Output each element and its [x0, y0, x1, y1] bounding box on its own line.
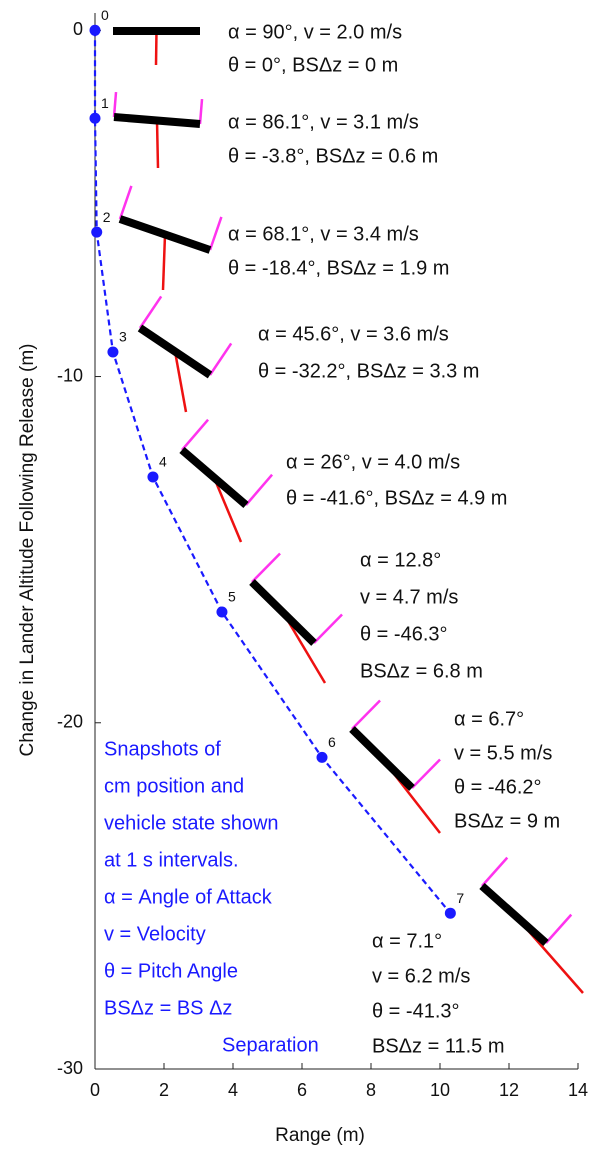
state-annotation: θ = -46.2° [454, 776, 542, 798]
y-tick-label: -10 [57, 365, 83, 385]
x-axis-label: Range (m) [275, 1125, 365, 1146]
legend-note: vehicle state shown [104, 812, 279, 834]
x-tick-label: 6 [297, 1080, 307, 1100]
lander-body [118, 215, 212, 254]
cm-point [216, 606, 228, 618]
state-annotation: α = 6.7° [454, 708, 524, 730]
trajectory-line [93, 30, 452, 914]
y-tick-label: -20 [57, 712, 83, 732]
state-annotation: θ = -41.3° [372, 1000, 460, 1022]
state-annotation: v = 6.2 m/s [372, 965, 470, 987]
state-annotation: α = 86.1°, v = 3.1 m/s [228, 111, 419, 133]
point-label: 0 [101, 7, 109, 23]
y-tick-label: -30 [57, 1058, 83, 1078]
x-tick-label: 14 [568, 1080, 588, 1100]
legend-note: cm position and [104, 775, 244, 797]
point-label: 6 [328, 734, 336, 750]
lander-body [113, 113, 201, 128]
lander-leg [181, 418, 210, 451]
point-label: 5 [228, 589, 236, 605]
cm-point [316, 751, 328, 763]
state-annotation: α = 12.8° [360, 549, 441, 571]
state-annotation: θ = -41.6°, BSΔz = 4.9 m [286, 487, 507, 509]
state-annotation: BSΔz = 9 m [454, 810, 560, 832]
velocity-vector [161, 234, 167, 291]
legend-note: v = Velocity [104, 923, 206, 945]
lander-leg [208, 342, 233, 376]
lander-leg [313, 613, 343, 644]
state-annotation: v = 5.5 m/s [454, 742, 552, 764]
cm-point [89, 112, 101, 124]
legend-note: Separation [222, 1034, 319, 1056]
lander-leg [351, 699, 381, 730]
x-tick-label: 0 [90, 1080, 100, 1100]
legend-note: α = Angle of Attack [104, 886, 273, 908]
cm-point [91, 226, 103, 238]
y-axis-label: Change in Lander Altitude Following Rele… [17, 344, 38, 757]
lander-leg [245, 473, 274, 506]
state-annotation: θ = -18.4°, BSΔz = 1.9 m [228, 257, 449, 279]
lander-leg [411, 758, 441, 789]
lander-leg [138, 295, 163, 329]
state-annotation: BSΔz = 11.5 m [372, 1035, 505, 1057]
state-annotation: α = 45.6°, v = 3.6 m/s [258, 323, 449, 345]
lander-leg [545, 913, 573, 944]
point-label: 7 [456, 890, 464, 906]
state-annotation: v = 4.7 m/s [360, 586, 458, 608]
state-annotation: α = 7.1° [372, 930, 442, 952]
x-tick-label: 12 [499, 1080, 519, 1100]
lander-leg [481, 856, 509, 887]
state-annotation: θ = -46.3° [360, 623, 448, 645]
legend-note: Snapshots of [104, 738, 221, 760]
x-tick-label: 8 [366, 1080, 376, 1100]
velocity-vector [154, 30, 158, 66]
velocity-vector [155, 120, 160, 169]
state-annotation: α = 26°, v = 4.0 m/s [286, 451, 460, 473]
legend-note: at 1 s intervals. [104, 849, 239, 871]
velocity-vector [212, 477, 243, 543]
lander-body [349, 726, 415, 791]
lander-body [479, 883, 549, 946]
y-tick-label: 0 [73, 19, 83, 39]
cm-point [147, 471, 159, 483]
state-annotation: α = 90°, v = 2.0 m/s [228, 21, 402, 43]
cm-point [89, 24, 101, 36]
point-label: 1 [101, 95, 109, 111]
lander-leg [208, 216, 223, 251]
velocity-vector [173, 351, 188, 413]
point-label: 3 [119, 329, 127, 345]
x-tick-label: 10 [430, 1080, 450, 1100]
lander-body [249, 579, 317, 646]
lander-leg [251, 552, 281, 583]
x-tick-label: 2 [159, 1080, 169, 1100]
state-annotation: θ = -3.8°, BSΔz = 0.6 m [228, 145, 438, 167]
point-label: 4 [159, 454, 167, 470]
state-annotation: θ = 0°, BSΔz = 0 m [228, 54, 398, 76]
lander-body [137, 324, 213, 379]
state-annotation: α = 68.1°, v = 3.4 m/s [228, 223, 419, 245]
legend-note: BSΔz = BS Δz [104, 997, 232, 1019]
cm-point [444, 907, 456, 919]
lander-leg [198, 98, 204, 125]
legend-note: θ = Pitch Angle [104, 960, 238, 982]
point-label: 2 [103, 209, 111, 225]
state-annotation: θ = -32.2°, BSΔz = 3.3 m [258, 360, 479, 382]
x-tick-label: 4 [228, 1080, 238, 1100]
lander-leg [118, 185, 133, 220]
state-annotation: BSΔz = 6.8 m [360, 660, 483, 682]
lander-leg [112, 91, 118, 118]
lander-body [179, 446, 249, 509]
cm-point [107, 346, 119, 358]
